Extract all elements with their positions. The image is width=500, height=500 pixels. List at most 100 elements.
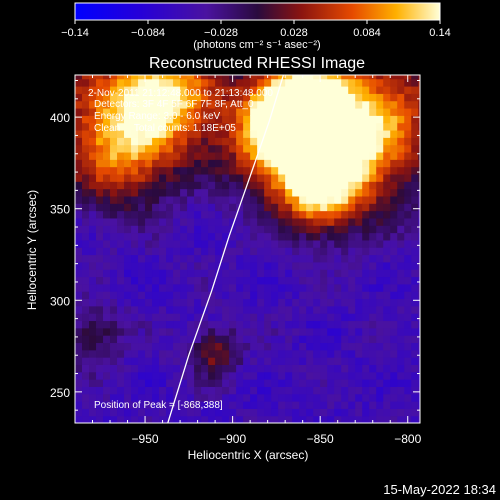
heatmap-cell bbox=[362, 217, 370, 226]
colorbar-tick-label: 0.084 bbox=[353, 27, 381, 39]
heatmap-cell bbox=[138, 144, 146, 153]
heatmap-cell bbox=[257, 203, 265, 212]
heatmap-cell bbox=[292, 115, 300, 124]
heatmap-cell bbox=[243, 415, 251, 423]
heatmap-cell bbox=[222, 122, 230, 131]
heatmap-cell bbox=[180, 195, 188, 204]
heatmap-cell bbox=[418, 247, 420, 256]
heatmap-cell bbox=[320, 166, 328, 175]
heatmap-cell bbox=[299, 386, 307, 395]
heatmap-cell bbox=[299, 232, 307, 241]
heatmap-cell bbox=[404, 247, 412, 256]
heatmap-cell bbox=[208, 239, 216, 248]
heatmap-cell bbox=[369, 364, 377, 373]
heatmap-cell bbox=[166, 247, 174, 256]
heatmap-cell bbox=[173, 415, 181, 423]
heatmap-cell bbox=[411, 100, 419, 109]
heatmap-cell bbox=[222, 78, 230, 87]
heatmap-cell bbox=[131, 379, 139, 387]
heatmap-cell bbox=[243, 188, 251, 197]
heatmap-cell bbox=[82, 342, 90, 351]
heatmap-cell bbox=[208, 357, 216, 365]
heatmap-cell bbox=[271, 379, 279, 387]
heatmap-cell bbox=[187, 269, 195, 278]
heatmap-cell bbox=[110, 276, 118, 285]
heatmap-cell bbox=[75, 225, 83, 234]
heatmap-cell bbox=[320, 159, 328, 168]
heatmap-cell bbox=[362, 386, 370, 395]
heatmap-cell bbox=[278, 107, 286, 116]
heatmap-cell bbox=[390, 276, 398, 285]
heatmap-cell bbox=[299, 298, 307, 307]
heatmap-cell bbox=[194, 342, 202, 351]
heatmap-cell bbox=[404, 100, 412, 109]
heatmap-cell bbox=[82, 327, 90, 336]
heatmap-cell bbox=[222, 291, 230, 300]
heatmap-cell bbox=[166, 217, 174, 226]
heatmap-cell bbox=[243, 173, 251, 182]
heatmap-cell bbox=[355, 217, 363, 226]
heatmap-cell bbox=[166, 100, 174, 109]
heatmap-cell bbox=[96, 239, 104, 248]
heatmap-cell bbox=[229, 379, 237, 387]
heatmap-cell bbox=[145, 320, 153, 329]
heatmap-cell bbox=[236, 144, 244, 153]
heatmap-cell bbox=[124, 327, 132, 336]
heatmap-cell bbox=[131, 335, 139, 344]
heatmap-cell bbox=[117, 379, 125, 387]
heatmap-cell bbox=[320, 225, 328, 234]
heatmap-cell bbox=[411, 386, 419, 395]
heatmap-cell bbox=[327, 137, 335, 146]
heatmap-cell bbox=[418, 335, 420, 344]
heatmap-cell bbox=[89, 137, 97, 146]
heatmap-cell bbox=[201, 107, 209, 116]
heatmap-cell bbox=[201, 217, 209, 226]
heatmap-cell bbox=[418, 261, 420, 270]
heatmap-cell bbox=[292, 100, 300, 109]
heatmap-cell bbox=[96, 298, 104, 307]
heatmap-cell bbox=[376, 159, 384, 168]
heatmap-cell bbox=[299, 144, 307, 153]
heatmap-cell bbox=[180, 276, 188, 285]
heatmap-cell bbox=[411, 188, 419, 197]
heatmap-cell bbox=[96, 313, 104, 322]
heatmap-cell bbox=[187, 254, 195, 263]
heatmap-cell bbox=[285, 291, 293, 300]
heatmap-cell bbox=[334, 379, 342, 387]
heatmap-cell bbox=[110, 371, 118, 380]
heatmap-cell bbox=[418, 276, 420, 285]
heatmap-cell bbox=[166, 305, 174, 314]
heatmap-cell bbox=[306, 349, 314, 358]
heatmap-cell bbox=[327, 269, 335, 278]
heatmap-cell bbox=[215, 173, 223, 182]
heatmap-cell bbox=[103, 364, 111, 373]
heatmap-cell bbox=[355, 393, 363, 402]
heatmap-cell bbox=[292, 320, 300, 329]
heatmap-cell bbox=[306, 78, 314, 87]
heatmap-cell bbox=[334, 254, 342, 263]
heatmap-cell bbox=[334, 349, 342, 358]
heatmap-cell bbox=[236, 313, 244, 322]
heatmap-cell bbox=[306, 342, 314, 351]
heatmap-cell bbox=[82, 173, 90, 182]
heatmap-cell bbox=[404, 254, 412, 263]
heatmap-cell bbox=[159, 386, 167, 395]
heatmap-cell bbox=[278, 261, 286, 270]
heatmap-cell bbox=[306, 93, 314, 102]
heatmap-cell bbox=[271, 159, 279, 168]
heatmap-cell bbox=[187, 298, 195, 307]
heatmap-cell bbox=[418, 85, 420, 94]
heatmap-cell bbox=[271, 291, 279, 300]
heatmap-cell bbox=[313, 181, 321, 190]
heatmap-cell bbox=[418, 217, 420, 226]
heatmap-cell bbox=[117, 203, 125, 212]
heatmap-cell bbox=[208, 115, 216, 124]
heatmap-cell bbox=[348, 188, 356, 197]
heatmap-cell bbox=[362, 401, 370, 409]
heatmap-cell bbox=[250, 371, 258, 380]
heatmap-cell bbox=[215, 247, 223, 256]
heatmap-cell bbox=[75, 408, 83, 417]
heatmap-cell bbox=[250, 313, 258, 322]
heatmap-cell bbox=[159, 122, 167, 131]
